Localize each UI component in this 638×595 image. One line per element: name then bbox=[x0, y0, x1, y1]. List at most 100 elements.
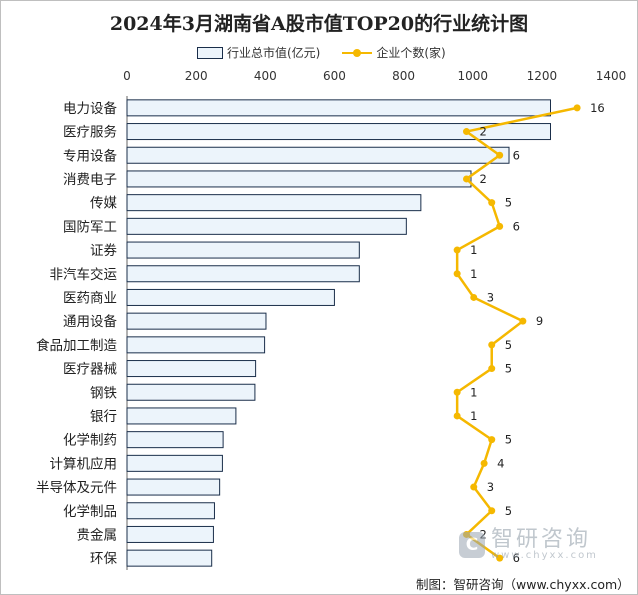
y-tick-label: 专用设备 bbox=[63, 147, 117, 164]
x-tick-label: 1200 bbox=[527, 69, 558, 83]
line-data-label: 5 bbox=[505, 504, 512, 518]
y-tick-label: 化学制药 bbox=[63, 433, 117, 449]
line-point bbox=[488, 199, 496, 207]
bar bbox=[126, 146, 510, 164]
line-point bbox=[519, 317, 527, 325]
bar bbox=[126, 383, 256, 401]
bar bbox=[126, 241, 360, 259]
y-tick-label: 医疗服务 bbox=[63, 125, 117, 141]
watermark-logo-icon: C bbox=[459, 532, 485, 558]
watermark-url: www.chyxx.com bbox=[491, 550, 598, 561]
line-data-label: 5 bbox=[505, 338, 512, 352]
bar bbox=[126, 549, 213, 567]
y-tick-label: 食品加工制造 bbox=[36, 337, 117, 354]
line-data-label: 3 bbox=[487, 480, 494, 494]
bar bbox=[126, 336, 266, 354]
y-tick-label: 计算机应用 bbox=[50, 455, 118, 472]
x-tick-label: 0 bbox=[123, 69, 131, 83]
bar bbox=[126, 431, 224, 449]
line-point bbox=[453, 246, 461, 254]
line-data-label: 1 bbox=[470, 243, 477, 257]
line-point bbox=[573, 104, 581, 112]
line-point bbox=[496, 222, 504, 230]
bar bbox=[126, 265, 360, 283]
y-tick-label: 钢铁 bbox=[90, 385, 117, 401]
series-line bbox=[455, 106, 578, 560]
y-tick-label: 非汽车交运 bbox=[50, 266, 118, 283]
line-data-label: 6 bbox=[513, 148, 520, 162]
y-tick-label: 医药商业 bbox=[63, 290, 117, 306]
bar bbox=[126, 360, 257, 378]
legend-bar-swatch bbox=[197, 46, 223, 59]
line-point bbox=[453, 270, 461, 278]
legend-bar-label: 行业总市值(亿元) bbox=[227, 46, 321, 60]
legend-line-label: 企业个数(家) bbox=[376, 46, 446, 60]
line-data-label: 9 bbox=[536, 314, 543, 328]
line-data-label: 5 bbox=[505, 433, 512, 447]
watermark-text: 智研咨询 bbox=[491, 527, 592, 552]
bar bbox=[126, 502, 215, 520]
line-point bbox=[462, 128, 470, 136]
line-point bbox=[496, 151, 504, 159]
bar bbox=[126, 194, 422, 212]
line-point bbox=[488, 341, 496, 349]
bar bbox=[126, 288, 335, 306]
line-data-label: 6 bbox=[513, 551, 520, 565]
y-tick-label: 半导体及元件 bbox=[36, 480, 117, 496]
line-data-label: 5 bbox=[505, 196, 512, 210]
x-tick-label: 400 bbox=[254, 69, 277, 83]
y-tick-label: 化学制品 bbox=[63, 504, 117, 520]
y-tick-label: 电力设备 bbox=[63, 100, 117, 117]
line-point bbox=[470, 483, 478, 491]
line-data-label: 6 bbox=[513, 219, 520, 233]
line-point bbox=[470, 293, 478, 301]
line-data-label: 2 bbox=[479, 125, 486, 139]
y-tick-label: 证券 bbox=[90, 243, 117, 259]
line-point bbox=[488, 507, 496, 515]
x-tick-label: 200 bbox=[185, 69, 208, 83]
x-tick-label: 800 bbox=[392, 69, 415, 83]
line-data-label: 1 bbox=[470, 409, 477, 423]
watermark: C 智研咨询 www.chyxx.com bbox=[459, 529, 598, 561]
line-point bbox=[480, 459, 488, 467]
y-tick-label: 传媒 bbox=[90, 196, 117, 212]
source-note: 制图：智研咨询（www.chyxx.com） bbox=[416, 577, 630, 592]
line-data-label: 4 bbox=[497, 456, 504, 470]
line-point bbox=[496, 554, 504, 562]
line-point bbox=[488, 436, 496, 444]
chart-legend: 行业总市值(亿元) 企业个数(家) bbox=[197, 44, 446, 61]
line-data-label: 1 bbox=[470, 385, 477, 399]
bar bbox=[126, 454, 223, 472]
line-point bbox=[488, 365, 496, 373]
line-data-label: 3 bbox=[487, 290, 494, 304]
y-tick-label: 医疗器械 bbox=[63, 362, 117, 378]
bar bbox=[126, 217, 407, 235]
bar bbox=[126, 478, 221, 496]
x-tick-label: 1400 bbox=[596, 69, 627, 83]
y-tick-label: 消费电子 bbox=[63, 172, 117, 188]
bar bbox=[126, 407, 237, 425]
chart-title: 2024年3月湖南省A股市值TOP20的行业统计图 bbox=[109, 13, 529, 35]
line-point bbox=[453, 412, 461, 420]
y-tick-label: 国防军工 bbox=[63, 219, 117, 235]
y-tick-label: 贵金属 bbox=[77, 527, 118, 543]
bar bbox=[126, 123, 551, 141]
legend-line-swatch bbox=[342, 48, 373, 58]
bar bbox=[126, 170, 472, 188]
line-data-label: 2 bbox=[479, 172, 486, 186]
bar bbox=[126, 525, 214, 543]
y-tick-label: 环保 bbox=[90, 551, 117, 567]
bar bbox=[126, 312, 267, 330]
line-data-label: 1 bbox=[470, 267, 477, 281]
bar bbox=[126, 99, 551, 117]
y-tick-label: 银行 bbox=[90, 409, 117, 425]
line-data-label: 5 bbox=[505, 362, 512, 376]
x-tick-label: 600 bbox=[323, 69, 346, 83]
y-tick-label: 通用设备 bbox=[63, 313, 117, 330]
line-point bbox=[462, 175, 470, 183]
line-data-label: 16 bbox=[590, 101, 605, 115]
line-point bbox=[453, 388, 461, 396]
x-tick-label: 1000 bbox=[457, 69, 488, 83]
